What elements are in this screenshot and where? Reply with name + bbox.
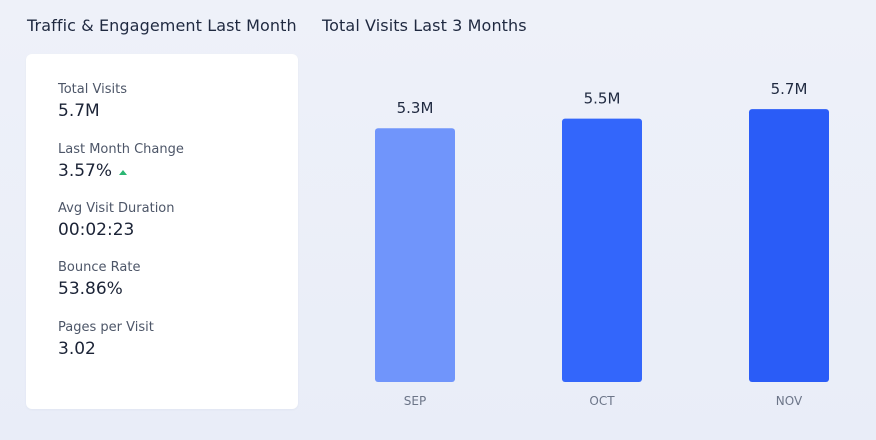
total-visits-value: 5.7M (58, 101, 100, 121)
stat-label: Pages per Visit (58, 320, 154, 335)
stat-value: 00:02:23 (58, 220, 175, 241)
engagement-section-title: Traffic & Engagement Last Month (27, 16, 297, 35)
last-month-change-value: 3.57% (58, 161, 113, 181)
trend-up-icon (119, 169, 128, 175)
total-visits-bar-chart: 5.3M SEP 5.5M OCT 5.7M NOV (375, 80, 829, 408)
bar-oct (562, 118, 642, 382)
engagement-stats-card: Total Visits 5.7M Last Month Change 3.57… (26, 54, 298, 409)
stat-total-visits: Total Visits 5.7M (58, 82, 127, 122)
stat-label: Bounce Rate (58, 260, 141, 275)
stat-bounce-rate: Bounce Rate 53.86% (58, 260, 140, 300)
bar-value-label-sep: 5.3M (397, 99, 434, 117)
stat-label: Total Visits (58, 82, 127, 97)
stat-value: 3.57% (58, 161, 184, 182)
avg-visit-duration-value: 00:02:23 (58, 220, 135, 240)
stat-pages-per-visit: Pages per Visit 3.02 (58, 320, 154, 360)
stat-last-month-change: Last Month Change 3.57% (58, 142, 184, 182)
stat-avg-visit-duration: Avg Visit Duration 00:02:23 (58, 201, 175, 241)
bar-nov (749, 109, 829, 383)
bar-value-label-nov: 5.7M (771, 80, 808, 98)
bar-value-label-oct: 5.5M (584, 90, 621, 108)
chart-title: Total Visits Last 3 Months (322, 16, 527, 35)
bar-sep (375, 128, 455, 382)
pages-per-visit-value: 3.02 (58, 339, 96, 359)
stat-label: Avg Visit Duration (58, 201, 175, 216)
stat-label: Last Month Change (58, 142, 184, 157)
x-tick-label-nov: NOV (776, 394, 803, 408)
x-tick-label-sep: SEP (404, 394, 426, 408)
stat-value: 3.02 (58, 339, 154, 360)
bounce-rate-value: 53.86% (58, 279, 123, 299)
stat-value: 53.86% (58, 279, 140, 300)
stat-value: 5.7M (58, 101, 127, 122)
x-tick-label-oct: OCT (589, 394, 615, 408)
